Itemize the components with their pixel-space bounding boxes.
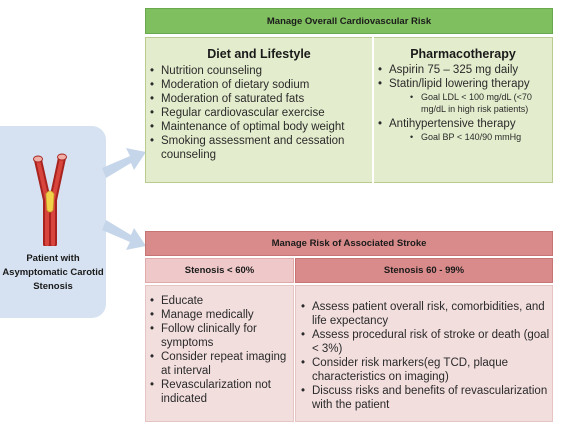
list-item-text: Antihypertensive therapy bbox=[389, 118, 516, 130]
list-item: Discuss risks and benefits of revascular… bbox=[298, 384, 552, 412]
list-item: Assess procedural risk of stroke or deat… bbox=[298, 328, 552, 356]
list-item: Consider risk markers(eg TCD, plaque cha… bbox=[298, 356, 552, 384]
list-item-text: Aspirin 75 – 325 mg daily bbox=[389, 64, 519, 76]
pharm-list: Aspirin 75 – 325 mg daily Statin/lipid l… bbox=[375, 63, 551, 146]
cardio-divider bbox=[372, 37, 374, 183]
list-item: Regular cardiovascular exercise bbox=[147, 106, 372, 120]
list-item: Nutrition counseling bbox=[147, 64, 372, 78]
stroke-header: Manage Risk of Associated Stroke bbox=[145, 231, 553, 256]
stenosis-low-list: Educate Manage medically Follow clinical… bbox=[147, 294, 293, 406]
list-item: Smoking assessment and cessation counsel… bbox=[147, 134, 372, 162]
diet-title: Diet and Lifestyle bbox=[207, 47, 311, 61]
flow-arrows bbox=[102, 148, 146, 250]
list-item: Follow clinically for symptoms bbox=[147, 322, 293, 350]
arrow-down-icon bbox=[102, 220, 146, 250]
stenosis-high-list: Assess patient overall risk, comorbiditi… bbox=[298, 300, 552, 412]
list-item: Assess patient overall risk, comorbiditi… bbox=[298, 300, 552, 328]
arrow-up-icon bbox=[102, 148, 146, 178]
list-item: Moderation of dietary sodium bbox=[147, 78, 372, 92]
stenosis-high-header: Stenosis 60 - 99% bbox=[295, 258, 553, 283]
list-item: Revascularization not indicated bbox=[147, 378, 293, 406]
list-item: Antihypertensive therapy Goal BP < 140/9… bbox=[375, 117, 551, 144]
list-item-text: Statin/lipid lowering therapy bbox=[389, 78, 530, 90]
list-item: Moderation of saturated fats bbox=[147, 92, 372, 106]
carotid-artery-icon bbox=[33, 153, 67, 246]
pharm-title: Pharmacotherapy bbox=[410, 47, 516, 61]
cardio-header: Manage Overall Cardiovascular Risk bbox=[145, 8, 553, 34]
sub-list: Goal BP < 140/90 mmHg bbox=[389, 132, 551, 144]
patient-label: Patient with Asymptomatic Carotid Stenos… bbox=[2, 253, 104, 292]
stenosis-low-header: Stenosis < 60% bbox=[145, 258, 294, 283]
sub-list-item: Goal BP < 140/90 mmHg bbox=[407, 132, 551, 144]
list-item: Consider repeat imaging at interval bbox=[147, 350, 293, 378]
sub-list-item: Goal LDL < 100 mg/dL (<70 mg/dL in high … bbox=[407, 92, 551, 115]
sub-list: Goal LDL < 100 mg/dL (<70 mg/dL in high … bbox=[389, 92, 551, 115]
list-item: Educate bbox=[147, 294, 293, 308]
list-item: Manage medically bbox=[147, 308, 293, 322]
list-item: Statin/lipid lowering therapy Goal LDL <… bbox=[375, 77, 551, 115]
diet-list: Nutrition counseling Moderation of dieta… bbox=[147, 64, 372, 162]
list-item: Maintenance of optimal body weight bbox=[147, 120, 372, 134]
list-item: Aspirin 75 – 325 mg daily bbox=[375, 63, 551, 77]
